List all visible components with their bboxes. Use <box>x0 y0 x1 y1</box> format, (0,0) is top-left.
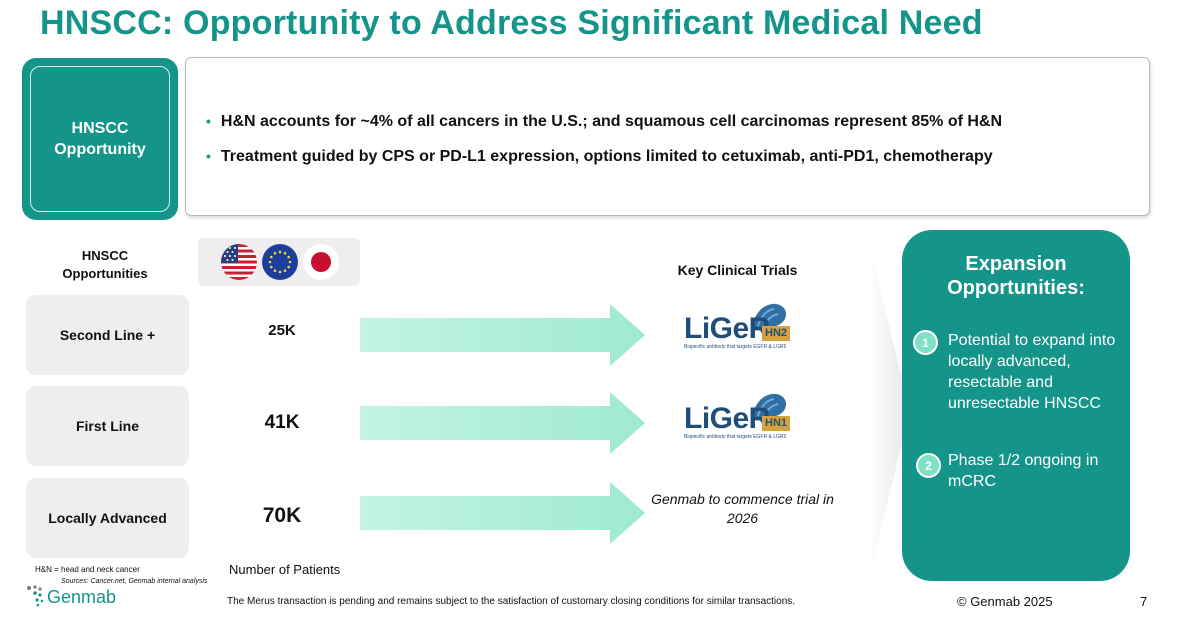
genmab-logo: Genmab <box>26 584 126 610</box>
liger-word: LiGeR <box>684 312 770 345</box>
trials-header: Key Clinical Trials <box>677 262 798 278</box>
bullet-dot-icon: • <box>206 113 211 129</box>
genmab-logo-text: Genmab <box>47 587 117 607</box>
expansion-panel: Expansion Opportunities: 1 Potential to … <box>902 230 1130 581</box>
bullet-text: Treatment guided by CPS or PD-L1 express… <box>220 148 993 165</box>
genmab-logo-icon <box>27 585 44 607</box>
bullet-panel: • H&N accounts for ~4% of all cancers in … <box>185 57 1150 216</box>
expansion-item: Phase 1/2 ongoing in mCRC <box>948 452 1099 490</box>
liger-hn2-logo: LiGeR HN2 Bispecific antibody that targe… <box>684 302 796 356</box>
patients-caption: Number of Patients <box>229 562 341 577</box>
arrow-icon <box>360 482 645 544</box>
bullet-item: • Treatment guided by CPS or PD-L1 expres… <box>206 148 993 166</box>
bullet-item: • H&N accounts for ~4% of all cancers in … <box>206 113 1002 131</box>
liger-badge: HN2 <box>762 326 791 341</box>
liger-hn1-logo: LiGeR HN1 Bispecific antibody that targe… <box>684 392 796 446</box>
line-second-line: Second Line + <box>26 295 189 375</box>
disclaimer: The Merus transaction is pending and rem… <box>227 596 796 607</box>
bullet-dot-icon: • <box>206 148 211 164</box>
liger-tagline: Bispecific antibody that targets EGFR & … <box>684 434 787 440</box>
arrow-icon <box>360 392 645 454</box>
bullet-text: H&N accounts for ~4% of all cancers in t… <box>220 113 1003 130</box>
opportunity-label: HNSCC Opportunity <box>30 66 170 212</box>
opportunity-tile: HNSCC Opportunity <box>22 58 178 220</box>
us-flag-icon <box>221 244 257 280</box>
copyright: © Genmab 2025 <box>957 594 1053 609</box>
expansion-title: Expansion Opportunities: <box>947 253 1085 299</box>
chevron-divider-icon <box>868 240 910 582</box>
column-header: HNSCC Opportunities <box>62 248 148 281</box>
japan-flag-icon <box>303 244 339 280</box>
abbreviation-footnote: H&N = head and neck cancer <box>35 565 140 574</box>
arrow-icon <box>360 304 645 366</box>
lion-icon <box>752 393 786 418</box>
expansion-item: Potential to expand into locally advance… <box>948 332 1116 412</box>
eu-flag-icon <box>262 244 298 280</box>
patient-count: 25K <box>268 322 296 339</box>
page-title: HNSCC: Opportunity to Address Significan… <box>40 4 983 42</box>
page-number: 7 <box>1140 594 1148 609</box>
number-badge: 1 <box>913 330 938 355</box>
patient-count: 41K <box>264 412 300 433</box>
sources-footnote: Sources: Cancer.net, Genmab internal ana… <box>61 578 208 585</box>
lion-icon <box>752 303 786 328</box>
liger-tagline: Bispecific antibody that targets EGFR & … <box>684 344 787 350</box>
region-flags <box>198 238 360 286</box>
line-locally-advanced: Locally Advanced <box>26 478 189 558</box>
patient-count: 70K <box>262 504 302 527</box>
liger-word: LiGeR <box>684 402 770 435</box>
number-badge: 2 <box>916 453 941 478</box>
genmab-trial-text: Genmab to commence trial in 2026 <box>651 491 834 526</box>
line-first-line: First Line <box>26 386 189 466</box>
liger-badge: HN1 <box>762 416 791 431</box>
